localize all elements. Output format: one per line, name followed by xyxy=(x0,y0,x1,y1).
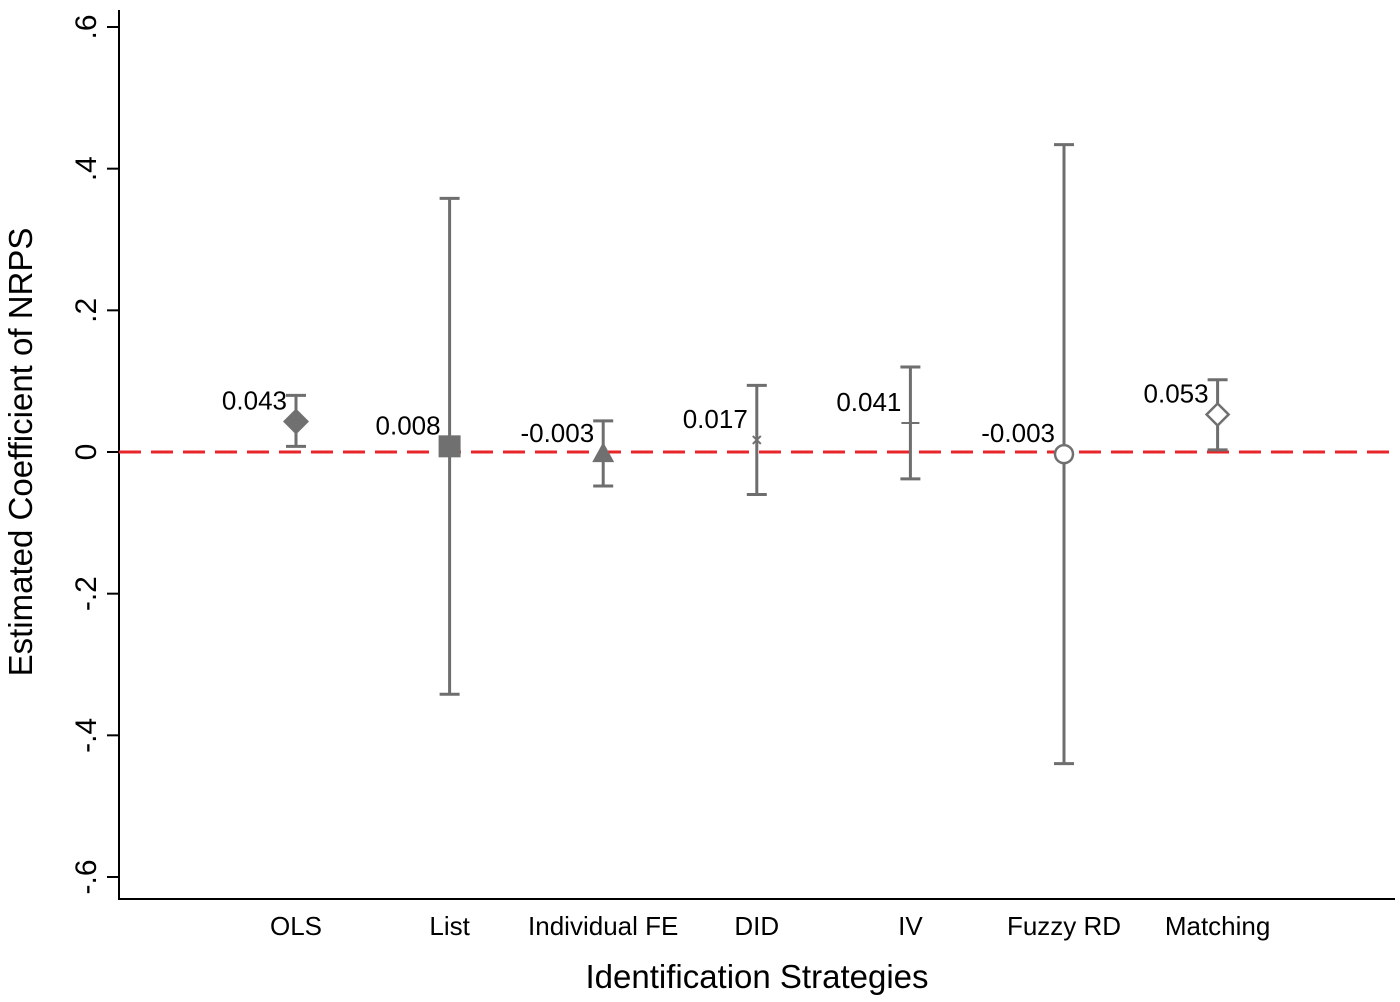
category-label: List xyxy=(429,911,470,941)
x-axis-title: Identification Strategies xyxy=(585,958,928,995)
data-label: -0.003 xyxy=(520,418,594,448)
category-label-group: OLS List Individual FE DID IV Fuzzy RD Matchin… xyxy=(270,911,1270,941)
point-marker-circle xyxy=(1053,443,1075,465)
y-axis-title: Estimated Coefficient of NRPS xyxy=(2,228,39,677)
y-tick-label: 0 xyxy=(70,444,103,461)
category-label: IV xyxy=(898,911,923,941)
category-label: Fuzzy RD xyxy=(1007,911,1121,941)
point-marker-triangle xyxy=(592,442,615,463)
data-label-group: 0.043 0.008 -0.003 0.017 0.041 -0.003 0.053 xyxy=(222,378,1209,448)
category-label: Matching xyxy=(1165,911,1271,941)
y-tick-label: -.6 xyxy=(70,859,103,894)
data-label: 0.043 xyxy=(222,386,287,416)
y-tick-label: .4 xyxy=(70,156,103,181)
data-label: 0.041 xyxy=(836,387,901,417)
point-marker-diamond-hollow xyxy=(1204,401,1231,428)
data-label: -0.003 xyxy=(981,418,1055,448)
data-label: 0.008 xyxy=(376,410,441,440)
category-label: OLS xyxy=(270,911,322,941)
data-label: 0.053 xyxy=(1144,378,1209,408)
y-tick-label: .6 xyxy=(70,14,103,39)
y-tick-label: .2 xyxy=(70,298,103,323)
y-tick-label: -.4 xyxy=(70,718,103,753)
error-bar-group xyxy=(286,143,1228,766)
marker-group xyxy=(283,401,1231,465)
category-label: Individual FE xyxy=(528,911,678,941)
point-marker-x xyxy=(752,435,762,445)
point-marker-diamond xyxy=(283,408,309,435)
y-tick-group: -.6 -.4 -.2 0 .2 .4 .6 xyxy=(70,14,119,895)
point-marker-square xyxy=(438,435,461,458)
category-label: DID xyxy=(734,911,779,941)
y-tick-label: -.2 xyxy=(70,576,103,611)
data-label: 0.017 xyxy=(683,404,748,434)
